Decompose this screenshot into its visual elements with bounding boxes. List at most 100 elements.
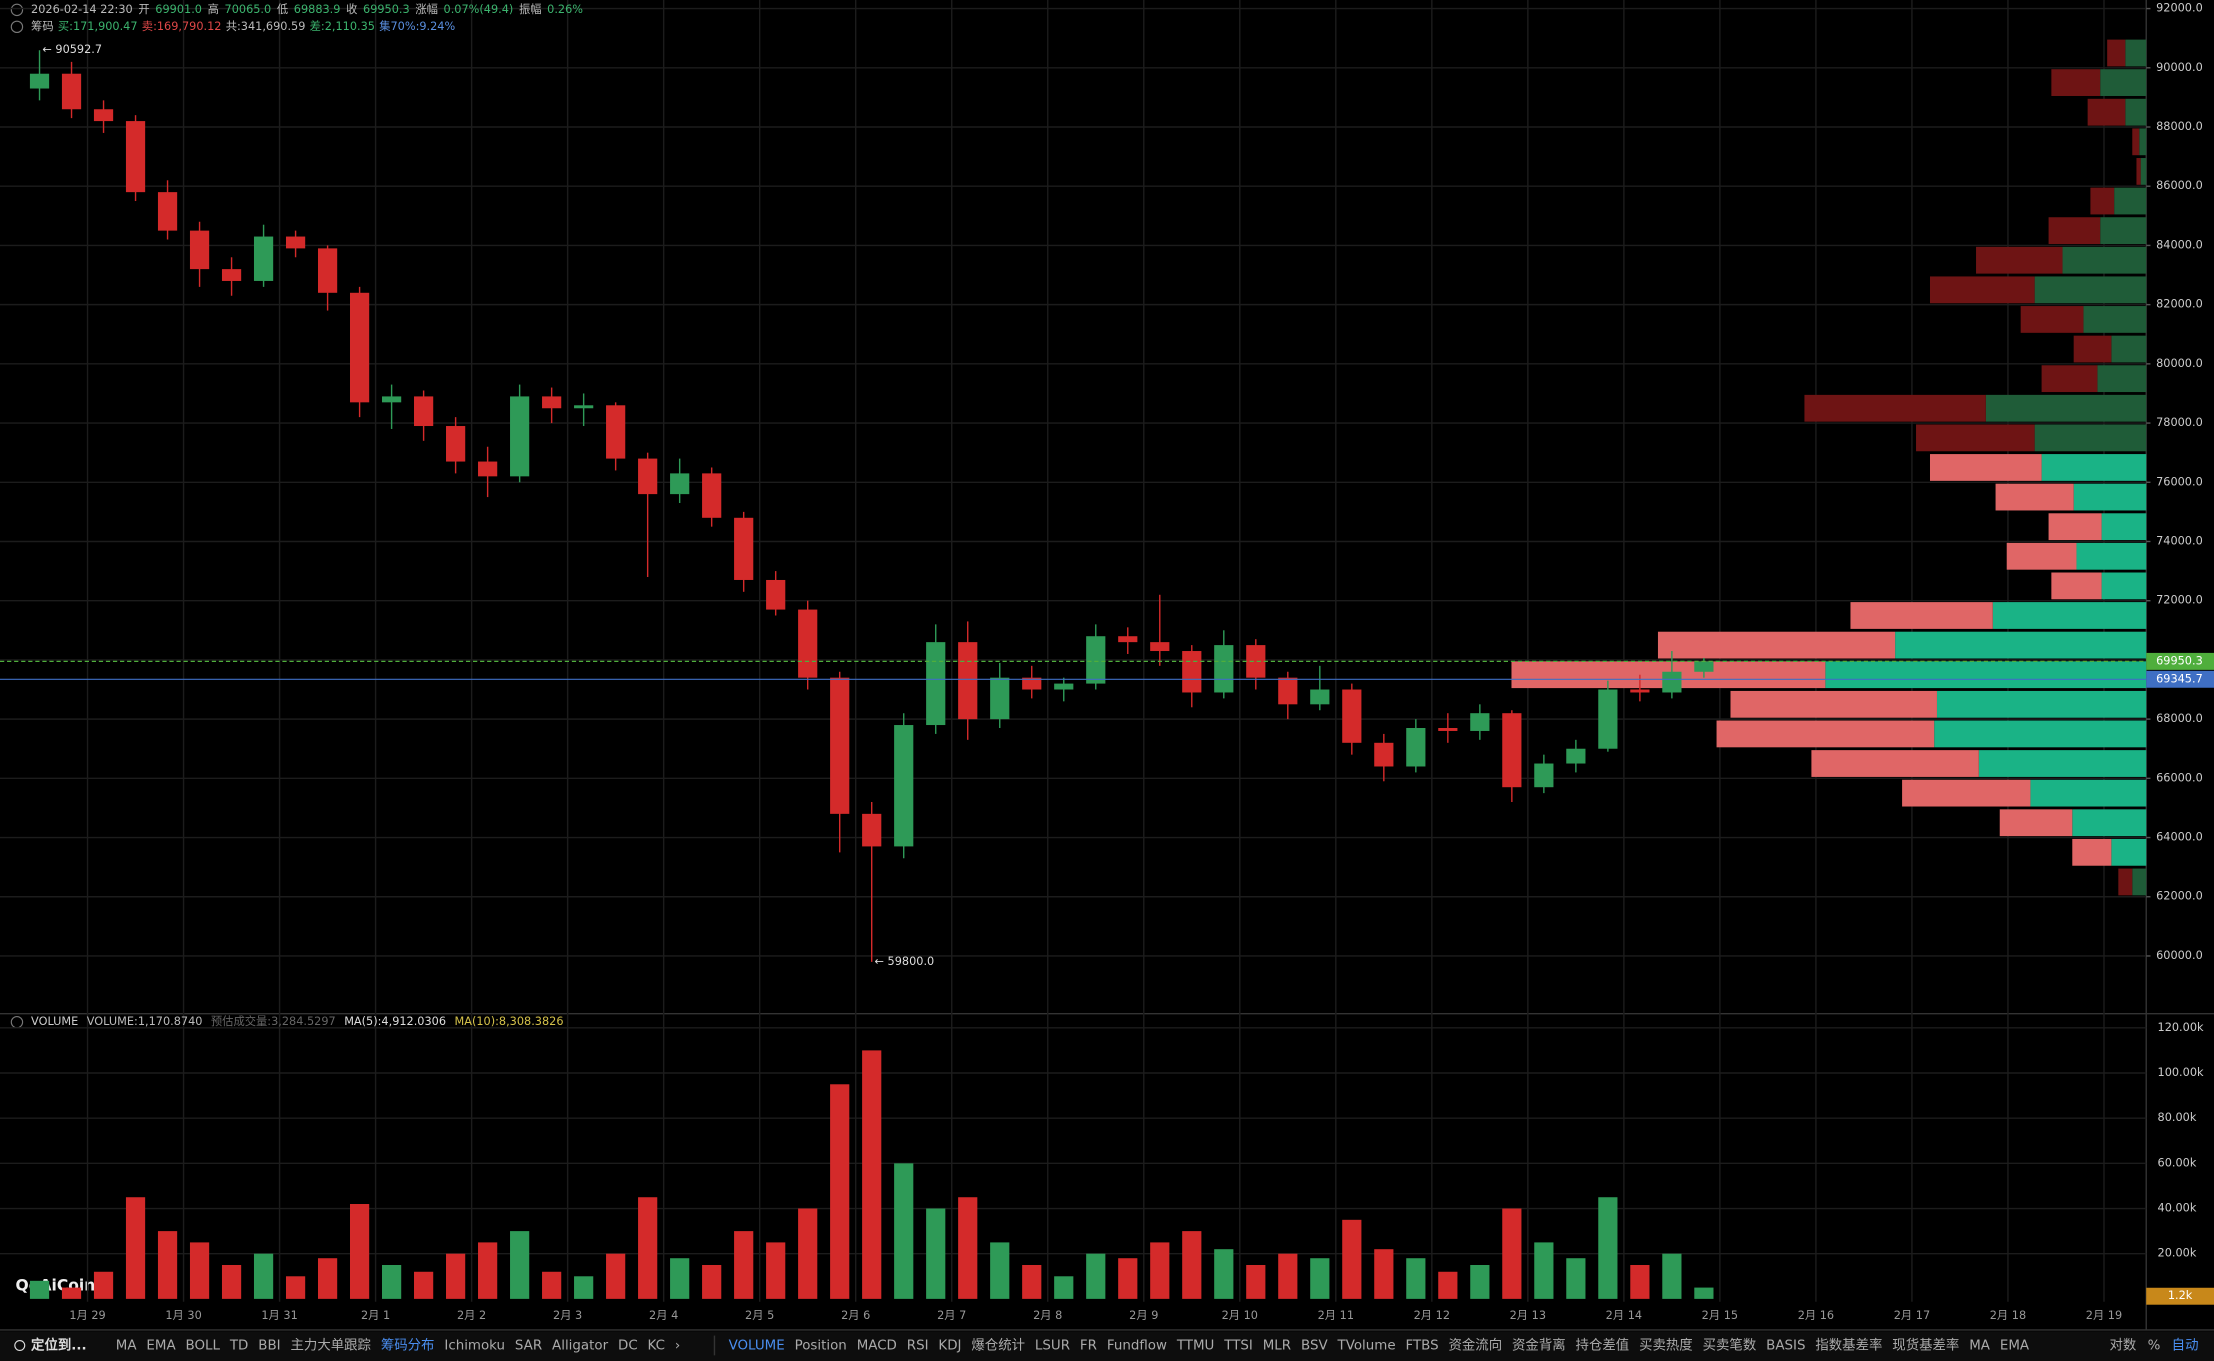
toolbar-item[interactable]: LSUR	[1035, 1338, 1070, 1353]
toolbar-item[interactable]: 爆仓统计	[971, 1337, 1025, 1353]
toolbar-item[interactable]: TTSI	[1223, 1338, 1253, 1353]
info-text: 70065.0	[225, 3, 272, 16]
info-text: 低	[277, 3, 288, 16]
toolbar-item[interactable]: KDJ	[938, 1338, 961, 1353]
volume-bar	[510, 1231, 530, 1299]
toolbar-item[interactable]: 持仓差值	[1576, 1337, 1630, 1353]
volume-bar	[1566, 1258, 1586, 1299]
collapse-icon[interactable]	[10, 3, 24, 17]
profile-buy	[2073, 483, 2147, 511]
y-tick-label: 82000.0	[2156, 298, 2203, 311]
toolbar-item[interactable]: EMA	[146, 1338, 176, 1353]
toolbar-item[interactable]: BASIS	[1766, 1338, 1805, 1353]
candle-body	[1502, 713, 1522, 788]
toolbar-item[interactable]: FR	[1080, 1338, 1097, 1353]
profile-buy	[2101, 513, 2147, 541]
price-badge-label: 69345.7	[2156, 672, 2203, 685]
candle-body	[1086, 636, 1106, 684]
toolbar-item[interactable]: 买卖笔数	[1703, 1337, 1757, 1353]
toolbar-item[interactable]: FTBS	[1405, 1338, 1438, 1353]
volume-bar	[1630, 1264, 1650, 1299]
toolbar-item[interactable]: 主力大单跟踪	[291, 1337, 371, 1353]
toolbar-item[interactable]: Ichimoku	[444, 1338, 505, 1353]
toolbar-item[interactable]: Fundflow	[1107, 1338, 1167, 1353]
locate-icon	[14, 1339, 26, 1351]
toolbar-item[interactable]: 指数基差率	[1815, 1336, 1882, 1353]
toolbar-item[interactable]: Alligator	[552, 1338, 609, 1353]
toolbar-item[interactable]: VOLUME	[729, 1338, 785, 1353]
x-tick-label: 2月 12	[1414, 1309, 1450, 1322]
volume-tick-label: 100.00k	[2158, 1066, 2204, 1079]
profile-sell	[1902, 779, 2031, 807]
candle-body	[93, 109, 114, 122]
info-text: 共:341,690.59	[226, 20, 306, 33]
toolbar-item[interactable]: SAR	[515, 1338, 542, 1353]
volume-bar	[1118, 1258, 1138, 1299]
volume-tick-label: 120.00k	[2158, 1021, 2204, 1034]
toolbar-item[interactable]: 买卖热度	[1639, 1337, 1693, 1353]
profile-buy	[2076, 542, 2147, 570]
volume-badge	[2146, 1287, 2214, 1305]
profile-buy	[2034, 424, 2147, 452]
toolbar-item[interactable]: EMA	[2000, 1338, 2030, 1353]
toolbar-item[interactable]: MA	[116, 1338, 138, 1353]
profile-sell	[1657, 631, 1896, 659]
toolbar-item[interactable]: 自动	[2172, 1337, 2199, 1353]
profile-sell	[2090, 187, 2115, 215]
profile-sell	[2048, 217, 2101, 245]
toolbar-item[interactable]: %	[2148, 1338, 2161, 1353]
candle-body	[574, 405, 594, 409]
profile-sell	[1716, 720, 1935, 748]
profile-sell	[1804, 394, 1986, 422]
info-text: 卖:169,790.12	[142, 20, 222, 33]
toolbar-item[interactable]: DC	[618, 1338, 638, 1353]
x-tick-label: 2月 13	[1510, 1309, 1546, 1322]
toolbar-item[interactable]: BSV	[1301, 1338, 1328, 1353]
x-tick-label: 2月 19	[2086, 1309, 2122, 1322]
toolbar-item[interactable]: BOLL	[186, 1338, 221, 1353]
volume-bar	[702, 1264, 722, 1299]
candle-body	[1054, 683, 1074, 690]
toolbar-item[interactable]: Position	[795, 1338, 847, 1353]
info-text: 收	[346, 2, 357, 16]
toolbar-item[interactable]: MA	[1969, 1338, 1991, 1353]
candle-body	[510, 396, 530, 477]
x-tick-label: 2月 5	[745, 1309, 774, 1322]
min-annotation: ← 59800.0	[875, 955, 935, 968]
info-text: 0.26%	[547, 3, 583, 16]
locate-button[interactable]: 定位到...	[31, 1336, 87, 1353]
toolbar-item[interactable]: TTMU	[1176, 1338, 1215, 1353]
toolbar-item[interactable]: MLR	[1263, 1338, 1291, 1353]
toolbar-item[interactable]: 对数	[2110, 1337, 2137, 1353]
x-tick-label: 2月 7	[937, 1309, 966, 1322]
toolbar-item[interactable]: KC	[648, 1338, 665, 1353]
info-text: MA(5):4,912.0306	[344, 1015, 446, 1028]
candle-body	[1022, 677, 1042, 690]
toolbar-item[interactable]: ›	[675, 1338, 680, 1353]
toolbar	[0, 1331, 2214, 1361]
toolbar-item[interactable]: BBI	[258, 1338, 280, 1353]
toolbar-item[interactable]: MACD	[857, 1338, 897, 1353]
candle-body	[542, 396, 562, 409]
candle-body	[157, 192, 178, 231]
y-tick-label: 60000.0	[2156, 949, 2203, 962]
toolbar-item[interactable]: RSI	[907, 1338, 929, 1353]
toolbar-item[interactable]: TVolume	[1337, 1338, 1396, 1353]
y-tick-label: 72000.0	[2156, 594, 2203, 607]
volume-bar	[1086, 1253, 1106, 1299]
candle-body	[638, 458, 658, 495]
profile-sell	[2072, 838, 2112, 866]
toolbar-item[interactable]: 筹码分布	[381, 1336, 435, 1353]
toolbar-item[interactable]: 现货基差率	[1892, 1336, 1959, 1353]
profile-sell	[2118, 868, 2133, 896]
volume-bar	[1438, 1271, 1458, 1299]
collapse-icon[interactable]	[10, 20, 24, 34]
toolbar-item[interactable]: 资金流向	[1449, 1337, 1503, 1353]
profile-buy	[1992, 602, 2147, 629]
toolbar-item[interactable]: 资金背离	[1512, 1336, 1566, 1353]
candle-body	[862, 813, 882, 847]
profile-sell	[1995, 483, 2074, 511]
toolbar-item[interactable]: TD	[229, 1338, 249, 1353]
info-text: 集70%:9.24%	[379, 19, 455, 33]
